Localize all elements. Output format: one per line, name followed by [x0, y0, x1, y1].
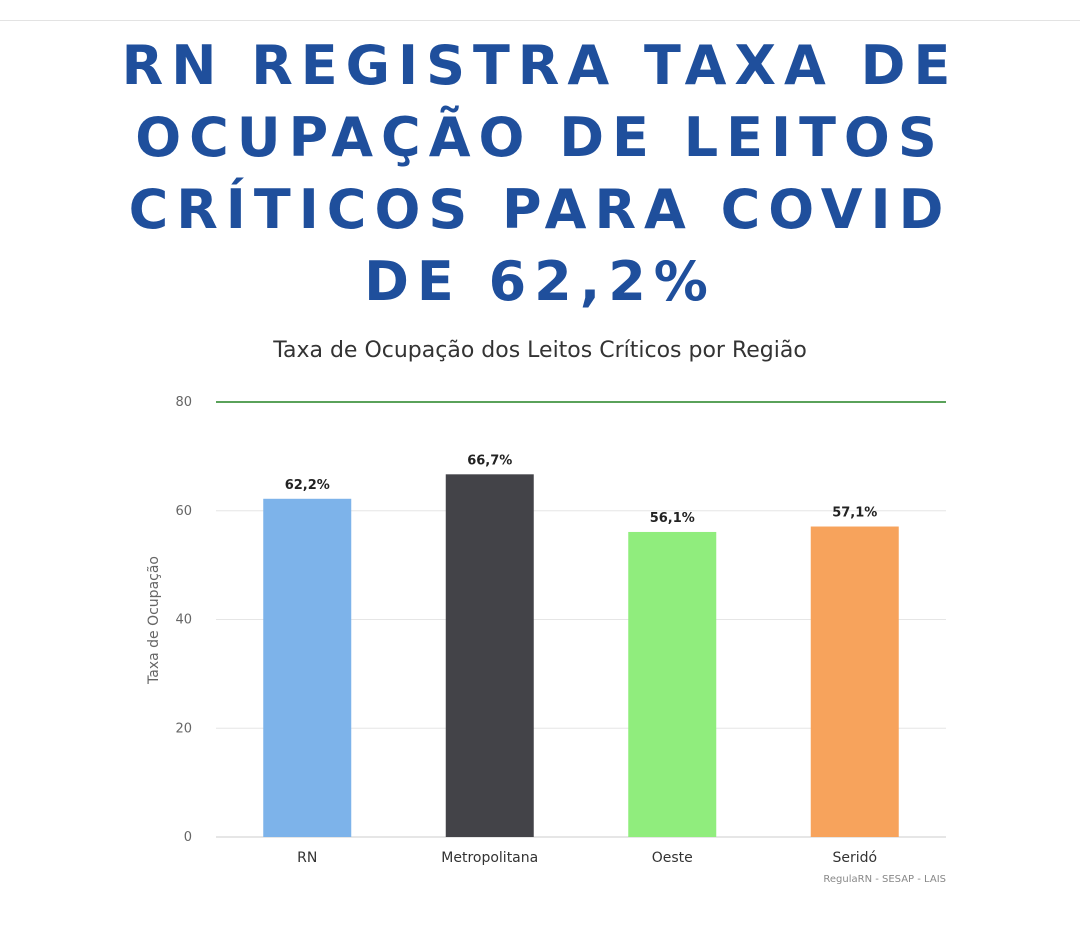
bar-oeste	[628, 531, 717, 837]
x-tick-label: Seridó	[832, 850, 877, 866]
y-axis-label: Taxa de Ocupação	[146, 556, 162, 685]
x-tick-label: Oeste	[652, 850, 693, 866]
data-label: 66,7%	[467, 453, 512, 468]
y-tick-label: 60	[175, 504, 192, 519]
bars	[263, 474, 899, 837]
bar-serid-	[810, 526, 899, 837]
headline-line-4: DE 62,2%	[364, 250, 716, 313]
headline-line-3: CRÍTICOS PARA COVID	[128, 178, 952, 241]
data-label: 57,1%	[832, 506, 877, 521]
bar-rn	[263, 498, 352, 837]
y-tick-label: 20	[175, 721, 192, 736]
top-divider	[0, 20, 1080, 21]
y-axis-ticks: 0 20 40 60 80	[175, 395, 192, 845]
data-label: 56,1%	[650, 511, 695, 526]
y-tick-label: 80	[175, 395, 192, 410]
x-axis-ticks: RN Metropolitana Oeste Seridó	[297, 850, 877, 866]
bar-metropolitana	[445, 474, 534, 837]
data-label: 62,2%	[285, 478, 330, 493]
y-tick-label: 0	[184, 830, 192, 845]
x-tick-label: RN	[297, 850, 317, 866]
chart-title: Taxa de Ocupação dos Leitos Críticos por…	[273, 338, 807, 363]
chart-credit: RegulaRN - SESAP - LAIS	[823, 874, 946, 885]
data-labels: 62,2% 66,7% 56,1% 57,1%	[285, 453, 878, 526]
headline-line-1: RN REGISTRA TAXA DE	[121, 34, 959, 97]
y-tick-label: 40	[175, 613, 192, 628]
headline: RN REGISTRA TAXA DE OCUPAÇÃO DE LEITOS C…	[0, 30, 1080, 318]
x-tick-label: Metropolitana	[441, 850, 538, 866]
headline-line-2: OCUPAÇÃO DE LEITOS	[135, 106, 945, 169]
